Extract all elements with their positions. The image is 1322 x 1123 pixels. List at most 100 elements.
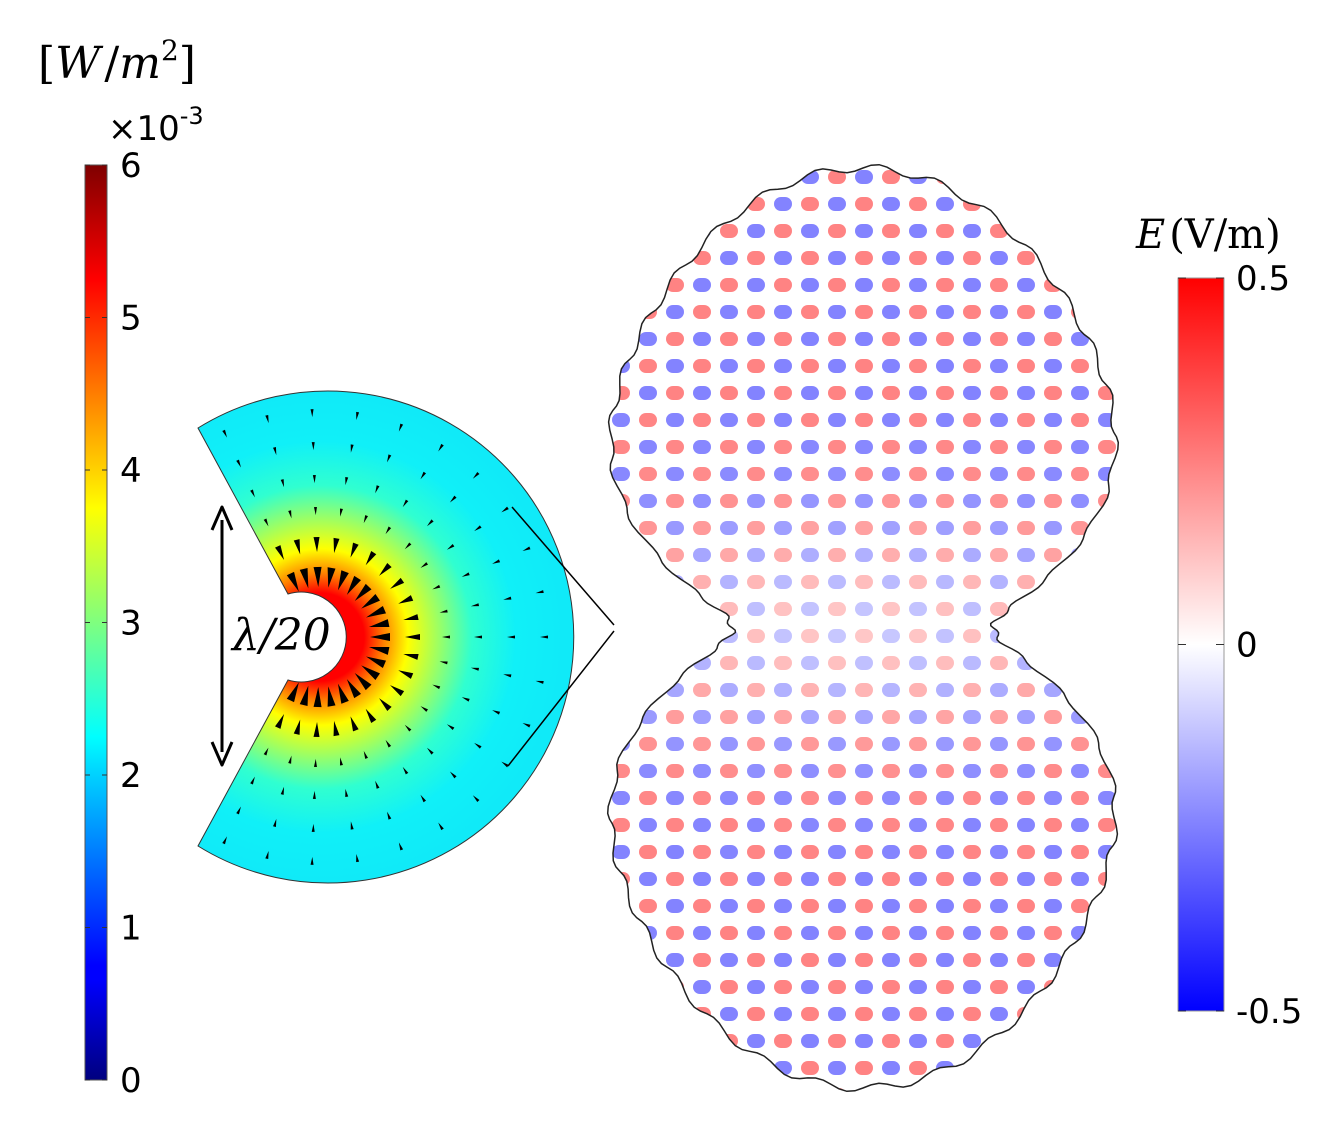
field-cell	[963, 332, 981, 346]
field-cell	[963, 575, 981, 589]
field-cell	[963, 494, 981, 508]
field-cell	[612, 1061, 630, 1075]
power-flow-arrow	[273, 447, 277, 456]
field-cell	[747, 1061, 765, 1075]
field-cell	[1152, 899, 1170, 913]
field-cell	[1044, 683, 1062, 697]
field-cell	[585, 413, 603, 427]
field-cell	[936, 629, 954, 643]
field-cell	[855, 278, 873, 292]
field-cell	[963, 656, 981, 670]
field-cell	[558, 845, 576, 859]
field-cell	[1044, 440, 1062, 454]
field-cell	[612, 521, 630, 535]
field-cell	[639, 386, 657, 400]
field-cell	[882, 764, 900, 778]
field-cell	[828, 1007, 846, 1021]
field-cell	[720, 980, 738, 994]
power-flow-arrow	[449, 771, 457, 779]
field-cell	[909, 251, 927, 265]
left-colorbar-ticks: 0 1 2 3 4 5 6	[85, 146, 142, 1101]
power-flow-arrow	[280, 479, 285, 488]
field-cell	[1098, 197, 1116, 211]
field-cell	[585, 494, 603, 508]
power-flow-arrow	[311, 442, 315, 451]
field-cell	[693, 386, 711, 400]
field-cell	[882, 953, 900, 967]
field-cell	[855, 1061, 873, 1075]
field-cell	[666, 494, 684, 508]
field-cell	[693, 521, 711, 535]
field-cell	[990, 521, 1008, 535]
field-cell	[963, 737, 981, 751]
power-flow-arrow	[390, 577, 405, 589]
field-cell	[1152, 170, 1170, 184]
field-cell	[1098, 305, 1116, 319]
field-cell	[882, 494, 900, 508]
field-cell	[882, 629, 900, 643]
power-flow-arrow	[439, 609, 448, 613]
field-cell	[693, 1061, 711, 1075]
field-cell	[666, 656, 684, 670]
field-cell	[855, 629, 873, 643]
field-cell	[639, 494, 657, 508]
field-cell	[666, 251, 684, 265]
field-cell	[1152, 656, 1170, 670]
field-cell	[720, 602, 738, 616]
field-cell	[693, 899, 711, 913]
field-cell	[936, 1088, 954, 1092]
field-cell	[1098, 872, 1116, 886]
dimension-arrow	[210, 505, 234, 767]
field-cell	[1071, 170, 1089, 184]
field-cell	[531, 143, 549, 157]
field-cell	[909, 494, 927, 508]
field-cell	[612, 440, 630, 454]
power-flow-arrow	[492, 710, 501, 715]
power-flow-arrow	[446, 544, 455, 550]
field-cell	[936, 494, 954, 508]
power-flow-arrow	[333, 537, 340, 554]
field-cell	[801, 710, 819, 724]
field-cell	[909, 332, 927, 346]
field-cell	[1152, 845, 1170, 859]
field-cell	[1044, 386, 1062, 400]
power-flow-arrow	[540, 635, 548, 639]
field-cell	[1125, 683, 1143, 697]
power-flow-arrow	[446, 724, 455, 730]
field-cell	[963, 683, 981, 697]
field-cell	[1071, 494, 1089, 508]
field-cell	[801, 1034, 819, 1048]
field-cell	[855, 575, 873, 589]
field-cell	[1098, 359, 1116, 373]
field-cell	[720, 575, 738, 589]
field-cell	[909, 656, 927, 670]
field-cell	[666, 1061, 684, 1075]
field-cell	[963, 224, 981, 238]
field-cell	[693, 359, 711, 373]
power-flow-arrow	[438, 822, 444, 831]
field-cell	[693, 440, 711, 454]
field-cell	[936, 926, 954, 940]
field-cell	[909, 359, 927, 373]
field-cell	[774, 764, 792, 778]
field-cell	[1017, 548, 1035, 562]
field-cell	[855, 818, 873, 832]
field-cell	[774, 818, 792, 832]
field-cell	[585, 548, 603, 562]
field-cell	[801, 359, 819, 373]
power-flow-arrow	[275, 545, 285, 560]
field-cell	[531, 1007, 549, 1021]
field-cell	[774, 170, 792, 184]
field-cell	[936, 872, 954, 886]
field-cell	[990, 710, 1008, 724]
field-cell	[666, 170, 684, 184]
field-cell	[1044, 899, 1062, 913]
field-cell	[909, 818, 927, 832]
field-cell	[666, 413, 684, 427]
field-cell	[720, 872, 738, 886]
field-cell	[1017, 251, 1035, 265]
field-cell	[909, 575, 927, 589]
power-flow-arrow	[293, 719, 301, 735]
field-cell	[1125, 305, 1143, 319]
field-cell	[1017, 224, 1035, 238]
